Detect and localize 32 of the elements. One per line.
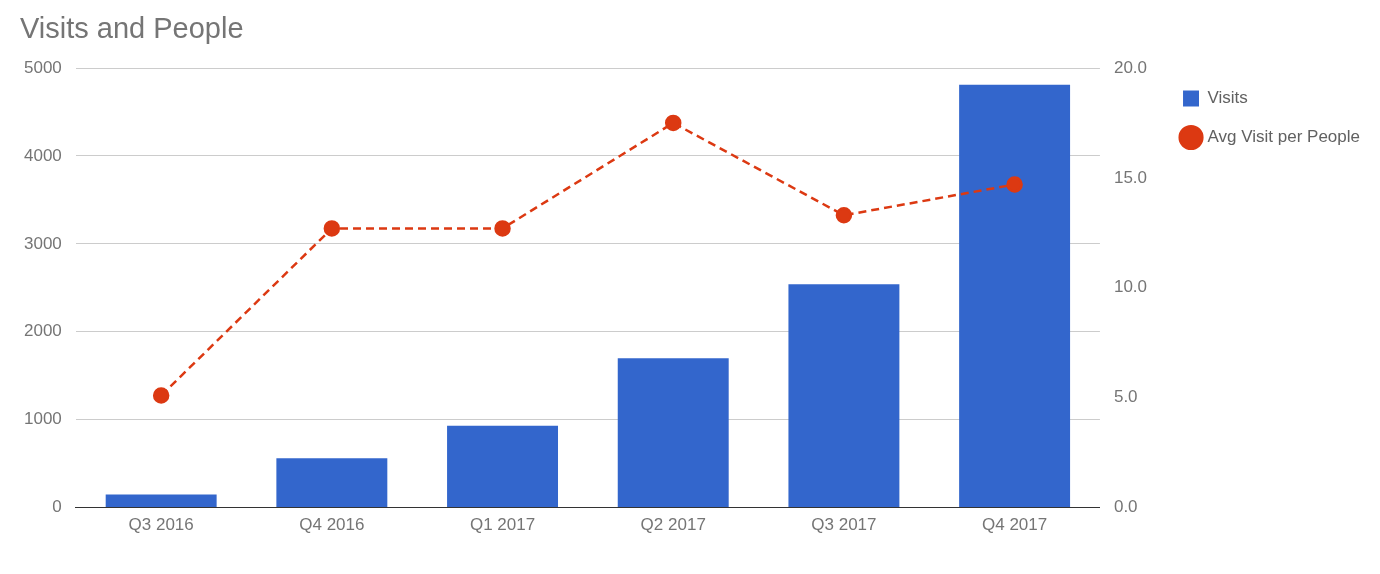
bar bbox=[788, 284, 900, 508]
y-tick-label: 3000 bbox=[23, 233, 62, 253]
y2-tick-label: 5.0 bbox=[1113, 387, 1138, 407]
y2-tick-label: 15.0 bbox=[1113, 167, 1148, 187]
bar bbox=[959, 84, 1071, 508]
bar bbox=[617, 358, 729, 508]
legend-label: Avg Visit per People bbox=[1207, 127, 1360, 147]
x-tick-label: Q1 2017 bbox=[469, 515, 536, 535]
y2-tick-label: 20.0 bbox=[1113, 57, 1148, 77]
y2-tick-label: 10.0 bbox=[1113, 277, 1148, 297]
point bbox=[152, 387, 170, 404]
chart-title: Visits and People bbox=[20, 12, 244, 45]
y-tick-label: 0 bbox=[52, 497, 62, 517]
y-tick-label: 1000 bbox=[23, 409, 62, 429]
bar bbox=[105, 494, 217, 508]
x-tick-label: Q4 2016 bbox=[299, 515, 365, 535]
y-tick-label: 2000 bbox=[23, 321, 62, 341]
x-tick-label: Q3 2017 bbox=[811, 515, 877, 535]
point bbox=[664, 114, 682, 132]
x-tick-label: Q4 2017 bbox=[981, 515, 1048, 535]
x-tick-label: Q2 2017 bbox=[640, 515, 706, 535]
legend-label: Visits bbox=[1207, 88, 1248, 108]
bar bbox=[447, 425, 559, 508]
x-tick-label: Q3 2016 bbox=[128, 515, 194, 535]
point bbox=[1006, 176, 1023, 193]
y2-tick-label: 0.0 bbox=[1113, 497, 1138, 517]
bar bbox=[276, 458, 388, 508]
point bbox=[323, 220, 341, 237]
point bbox=[494, 220, 511, 237]
point bbox=[835, 207, 853, 224]
y-tick-label: 4000 bbox=[23, 145, 62, 165]
y-tick-label: 5000 bbox=[23, 57, 62, 77]
